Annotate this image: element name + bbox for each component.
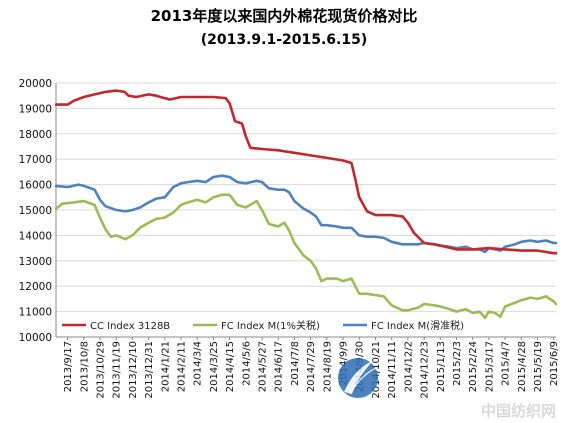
y-tick-label: 13000 [19, 256, 52, 268]
watermark-emblem-swoosh [344, 360, 374, 394]
x-tick-label: 2013/9/17 [63, 341, 74, 392]
x-tick-label: 2015/2/3 [452, 341, 463, 386]
y-tick-label: 15000 [19, 205, 52, 217]
y-tick-label: 20000 [19, 78, 52, 90]
y-tick-label: 10000 [19, 332, 52, 344]
chart-title: 2013年度以来国内外棉花现货价格对比 [151, 7, 418, 25]
x-tick-label: 2014/1/21 [160, 341, 171, 392]
legend-label-fc-1pct: FC Index M(1%关税) [221, 319, 320, 332]
legend-label-cc: CC Index 3128B [90, 321, 170, 332]
x-tick-label: 2015/5/19 [533, 341, 544, 392]
x-tick-label: 2014/12/2 [403, 341, 414, 392]
x-tick-label: 2014/4/15 [225, 341, 236, 392]
x-tick-label: 2014/9/9 [339, 341, 350, 386]
y-tick-label: 16000 [19, 180, 52, 192]
x-tick-label: 2014/6/17 [274, 341, 285, 392]
x-tick-label: 2014/3/25 [209, 341, 220, 392]
x-tick-label: 2014/12/23 [420, 341, 431, 399]
x-tick-label: 2015/3/17 [484, 341, 495, 392]
x-tick-label: 2014/7/8 [290, 341, 301, 386]
x-tick-label: 2014/5/6 [241, 341, 252, 386]
x-tick-label: 2013/12/31 [144, 341, 155, 399]
y-tick-label: 18000 [19, 129, 52, 141]
watermark-emblem-arc [349, 367, 377, 395]
gridlines [56, 82, 556, 338]
y-tick-label: 19000 [19, 103, 52, 115]
chart-subtitle: (2013.9.1-2015.6.15) [201, 32, 368, 48]
x-tick-label: 2014/3/4 [193, 341, 204, 386]
watermark-text: 中国纺织网 [481, 402, 556, 420]
watermark: 中国纺织网 [338, 358, 556, 420]
x-tick-label: 2013/11/19 [112, 341, 123, 399]
x-tick-label: 2015/4/28 [517, 341, 528, 392]
y-tick-label: 12000 [19, 281, 52, 293]
x-tick-label: 2015/4/7 [501, 341, 512, 386]
series-cc-index [54, 89, 558, 255]
y-tick-label: 11000 [19, 307, 52, 319]
x-tick-label: 2014/11/11 [387, 341, 398, 399]
x-tick-label: 2014/8/19 [322, 341, 333, 392]
x-tick-label: 2015/6/9 [549, 341, 560, 386]
x-tick-label: 2014/10/21 [371, 341, 382, 399]
legend: CC Index 3128B FC Index M(1%关税) FC Index… [62, 319, 464, 332]
x-tick-label: 2013/10/8 [79, 341, 90, 392]
y-tick-label: 14000 [19, 230, 52, 242]
x-tick-label: 2014/7/29 [306, 341, 317, 392]
legend-label-fc-sliding: FC Index M(滑准税) [371, 319, 464, 332]
x-tick-label: 2013/10/29 [95, 341, 106, 399]
x-tick-label: 2013/12/10 [128, 341, 139, 399]
x-tick-label: 2015/2/24 [468, 341, 479, 392]
series-fc-index-1pct [54, 193, 558, 320]
x-tick-label: 2014/5/27 [258, 341, 269, 392]
series-lines [54, 89, 558, 320]
y-tick-label: 17000 [19, 154, 52, 166]
series-fc-index-sliding [54, 174, 558, 254]
x-tick-label: 2014/2/11 [177, 341, 188, 392]
x-tick-label: 2015/1/13 [436, 341, 447, 392]
